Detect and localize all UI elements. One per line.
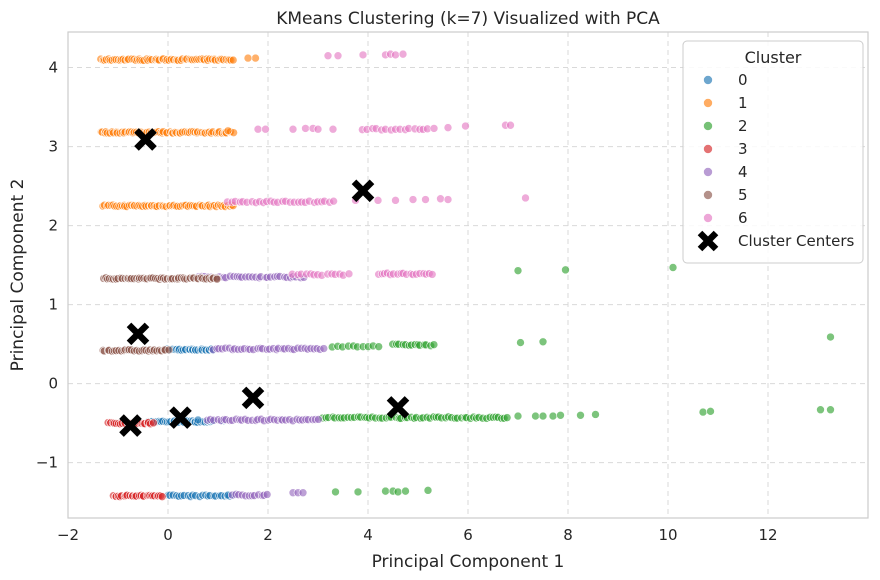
legend-label: 3: [738, 140, 748, 158]
data-point: [302, 124, 310, 132]
chart-title: KMeans Clustering (k=7) Visualized with …: [276, 9, 660, 29]
data-point: [503, 414, 511, 422]
x-axis-label: Principal Component 1: [372, 552, 565, 572]
data-point: [314, 125, 322, 133]
x-tick-label: 0: [163, 526, 173, 544]
data-point: [539, 338, 547, 346]
data-point: [437, 195, 445, 203]
data-point: [329, 125, 337, 133]
data-point: [165, 346, 173, 354]
legend-marker: [704, 99, 713, 108]
legend-marker: [704, 145, 713, 154]
x-tick-label: −2: [57, 526, 79, 544]
legend-label: 5: [738, 186, 748, 204]
data-point: [827, 333, 835, 341]
data-point: [707, 407, 715, 415]
y-axis-label: Principal Component 2: [8, 179, 28, 372]
legend-label: 2: [738, 117, 748, 135]
data-point: [254, 125, 262, 133]
data-point: [827, 406, 835, 414]
y-tick-label: −1: [36, 454, 58, 472]
x-tick-label: 10: [658, 526, 677, 544]
legend: Cluster 0 1 2 3 4 5 6 Cluster Centers: [683, 41, 863, 263]
legend-marker: [704, 76, 713, 85]
x-tick-label: 6: [463, 526, 473, 544]
data-point: [354, 488, 362, 496]
x-tick-label: 8: [563, 526, 573, 544]
data-point: [262, 125, 270, 133]
data-point: [669, 263, 677, 271]
data-point: [345, 270, 353, 278]
data-point: [522, 194, 530, 202]
legend-marker: [704, 214, 713, 223]
y-tick-label: 2: [48, 217, 58, 235]
data-point: [314, 415, 322, 423]
data-point: [430, 124, 438, 132]
data-point: [324, 52, 332, 60]
data-point: [244, 54, 252, 62]
data-point: [462, 122, 470, 130]
legend-label: 4: [738, 163, 748, 181]
legend-marker: [704, 168, 713, 177]
data-point: [330, 197, 338, 205]
legend-label: 6: [738, 209, 748, 227]
data-point: [334, 52, 342, 60]
data-point: [332, 488, 340, 496]
data-point: [394, 488, 402, 496]
data-point: [430, 341, 438, 349]
data-point: [359, 51, 367, 59]
y-tick-label: 4: [48, 59, 58, 77]
data-point: [299, 489, 307, 497]
data-point: [424, 486, 432, 494]
data-point: [444, 196, 452, 204]
data-point: [375, 343, 383, 351]
data-point: [422, 196, 430, 204]
data-point: [229, 56, 237, 64]
data-point: [549, 412, 557, 420]
data-point: [409, 196, 417, 204]
data-point: [592, 410, 600, 418]
data-point: [514, 412, 522, 420]
data-point: [224, 127, 232, 135]
data-point: [289, 125, 297, 133]
y-tick-label: 0: [48, 375, 58, 393]
data-point: [213, 275, 221, 283]
data-point: [392, 51, 400, 59]
data-point: [252, 54, 260, 62]
x-tick-label: 2: [263, 526, 273, 544]
data-point: [514, 267, 522, 275]
data-point: [149, 419, 157, 427]
data-point: [699, 408, 707, 416]
legend-label: 0: [738, 71, 748, 89]
data-point: [158, 493, 166, 501]
data-point: [444, 124, 452, 132]
legend-label: 1: [738, 94, 748, 112]
legend-marker: [704, 191, 713, 200]
y-tick-label: 1: [48, 296, 58, 314]
data-point: [374, 196, 382, 204]
legend-title: Cluster: [745, 48, 802, 67]
data-point: [382, 487, 390, 495]
legend-marker: [704, 122, 713, 131]
data-point: [402, 487, 410, 495]
x-tick-label: 4: [363, 526, 373, 544]
data-point: [320, 345, 328, 353]
y-tick-label: 3: [48, 138, 58, 156]
data-point: [507, 121, 515, 129]
data-point: [557, 411, 565, 419]
data-point: [562, 266, 570, 274]
data-point: [392, 196, 400, 204]
data-point: [817, 406, 825, 414]
data-point: [399, 50, 407, 58]
x-tick-label: 12: [758, 526, 777, 544]
data-point: [263, 490, 271, 498]
data-point: [532, 412, 540, 420]
data-point: [539, 412, 547, 420]
data-point: [577, 411, 585, 419]
data-point: [428, 270, 436, 278]
legend-label: Cluster Centers: [738, 232, 854, 250]
data-point: [517, 339, 525, 347]
data-point: [194, 416, 202, 424]
